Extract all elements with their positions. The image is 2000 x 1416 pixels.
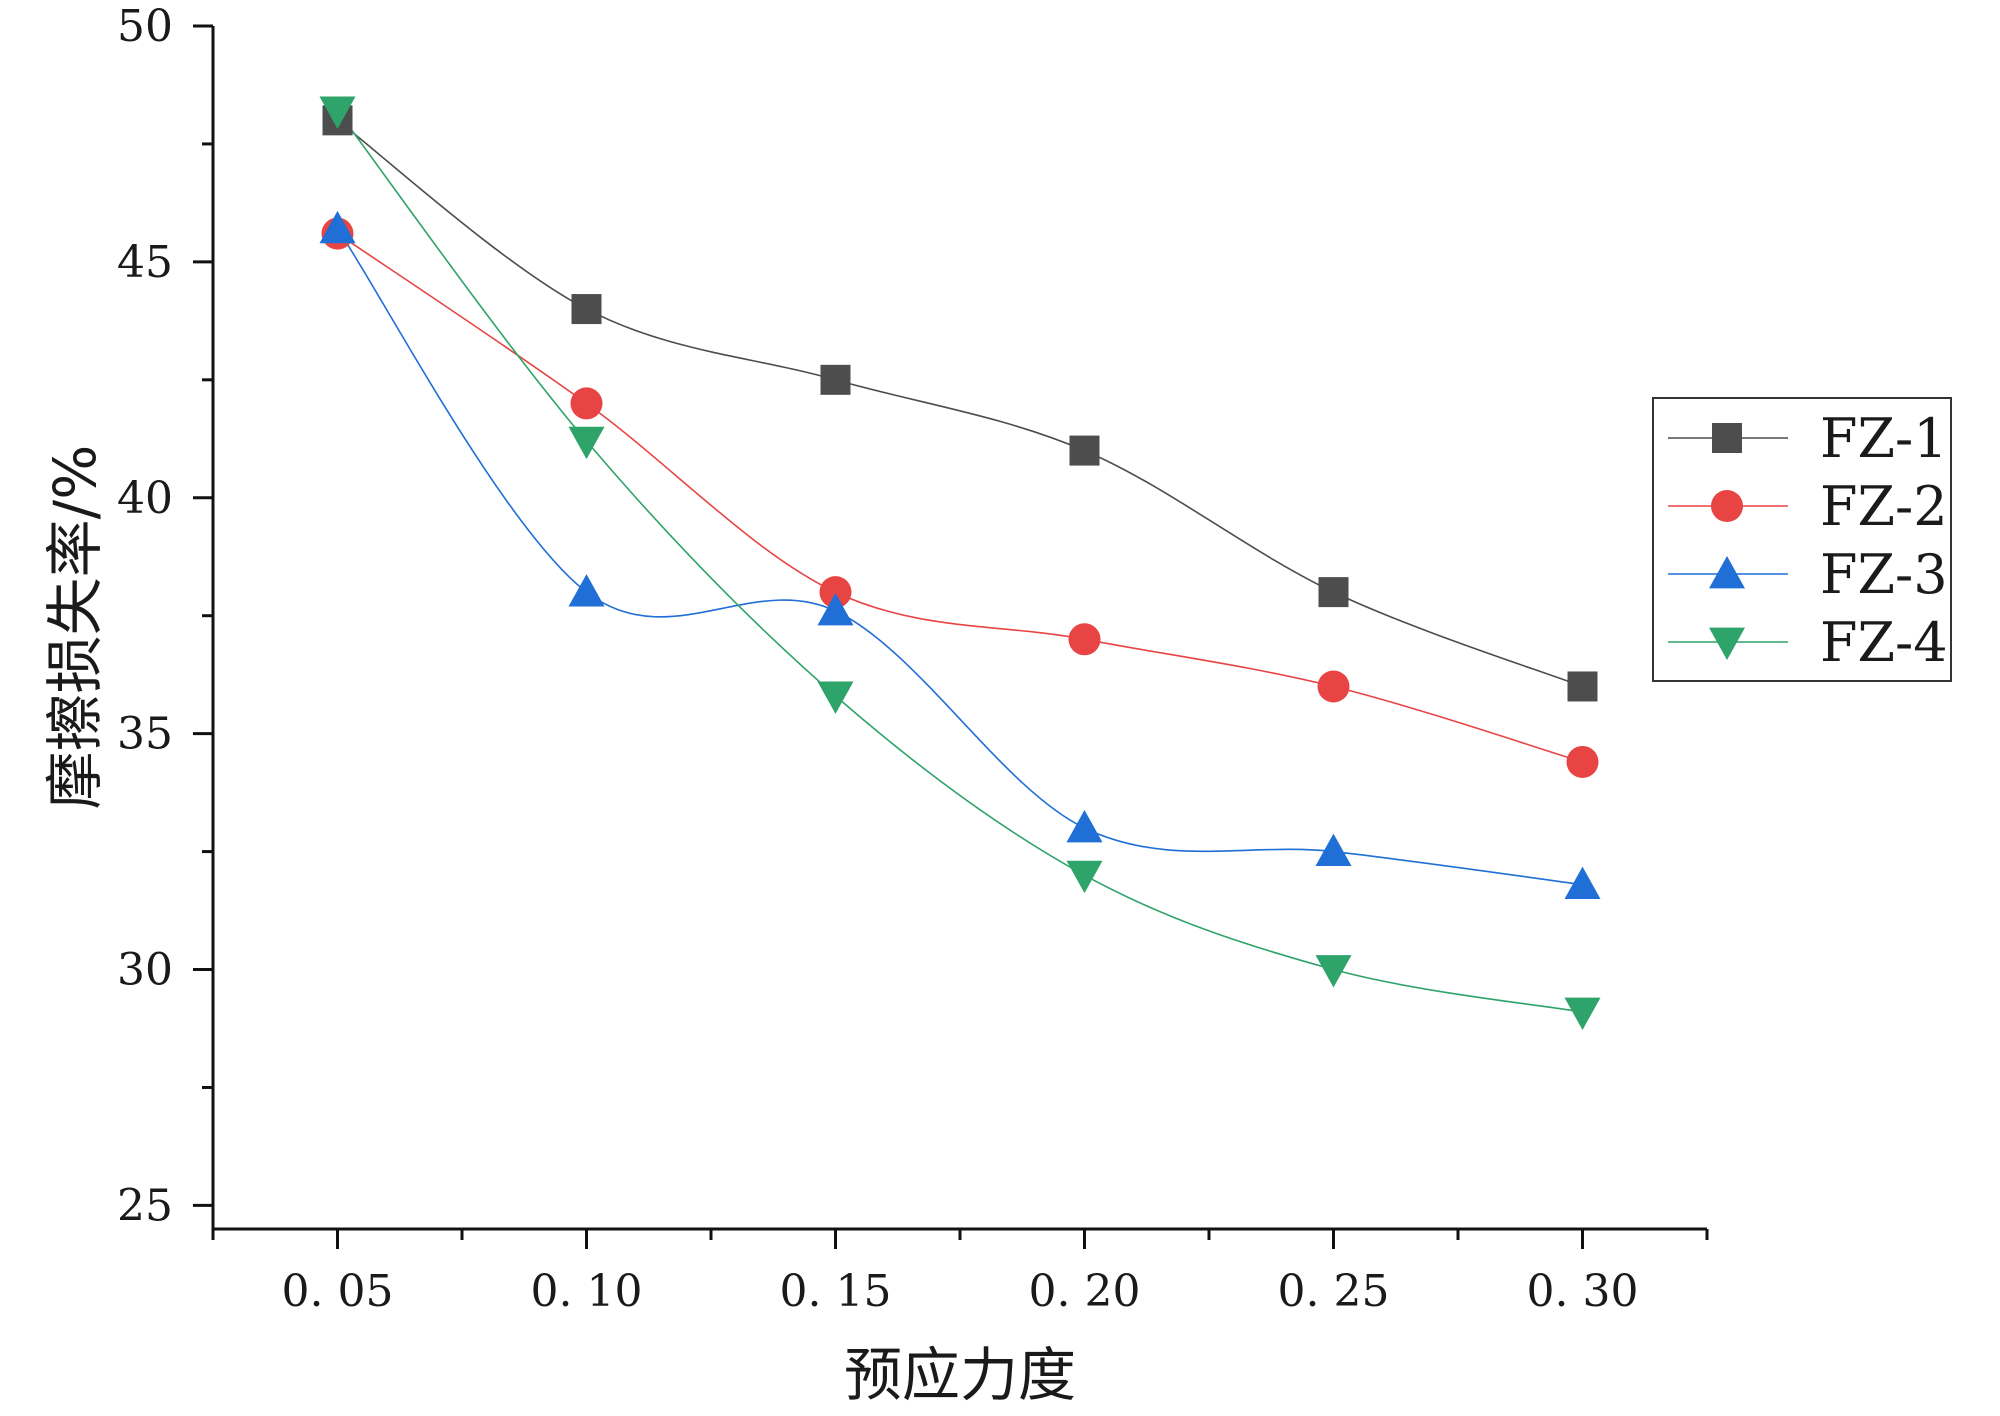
x-tick-label: 0. 15	[780, 1266, 892, 1317]
y-tick-label: 40	[117, 473, 173, 524]
data-point-fz-1	[571, 294, 602, 325]
data-point-fz-1	[820, 364, 851, 395]
series-markers	[319, 96, 1601, 1030]
y-tick-label: 30	[117, 945, 173, 996]
series-line-fz-4	[336, 110, 1583, 1013]
x-tick-label: 0. 30	[1527, 1266, 1639, 1317]
y-tick-label: 35	[117, 709, 173, 760]
y-ticks: 25 30 35 40 45 50	[117, 1, 213, 1231]
data-point-fz-2	[570, 387, 603, 420]
data-point-fz-2	[1068, 623, 1101, 656]
y-tick-label: 50	[117, 1, 173, 52]
data-point-fz-3	[1066, 810, 1103, 843]
y-tick-label: 45	[117, 237, 173, 288]
legend-marker	[1709, 627, 1745, 660]
data-point-fz-2	[1566, 745, 1599, 778]
x-tick-label: 0. 10	[531, 1266, 643, 1317]
legend-box	[1652, 397, 1952, 682]
legend-marker	[1709, 556, 1745, 589]
x-ticks: 0. 05 0. 10 0. 15 0. 20 0. 25 0. 30	[211, 1229, 1709, 1317]
data-point-fz-3	[1315, 833, 1352, 866]
x-axis-title: 预应力度	[844, 1341, 1076, 1409]
y-axis-title: 摩擦损失率/%	[41, 445, 109, 810]
data-point-fz-4	[1066, 860, 1103, 894]
legend-marker	[1712, 423, 1742, 453]
data-point-fz-1	[1318, 577, 1349, 608]
data-point-fz-3	[1564, 866, 1601, 900]
x-tick-label: 0. 25	[1278, 1266, 1390, 1317]
data-point-fz-4	[1315, 955, 1352, 988]
data-point-fz-1	[1567, 671, 1598, 702]
series-line-fz-1	[337, 119, 1583, 688]
data-point-fz-1	[1069, 435, 1100, 466]
data-point-fz-4	[568, 426, 605, 460]
data-point-fz-2	[819, 576, 852, 609]
series-line-fz-3	[336, 228, 1583, 886]
y-tick-label: 25	[117, 1180, 173, 1231]
legend: FZ-1FZ-2FZ-3FZ-4	[1652, 397, 1952, 682]
data-point-fz-4	[319, 96, 356, 129]
series-line-fz-2	[337, 232, 1583, 763]
data-point-fz-4	[817, 681, 854, 714]
x-tick-label: 0. 05	[282, 1266, 394, 1317]
legend-label: FZ-2	[1820, 475, 1948, 538]
data-point-fz-2	[1317, 670, 1350, 703]
legend-label: FZ-4	[1820, 611, 1948, 674]
legend-label: FZ-3	[1820, 543, 1948, 606]
legend-marker	[1711, 490, 1743, 522]
data-point-fz-3	[319, 210, 356, 244]
legend-label: FZ-1	[1820, 407, 1948, 470]
data-point-fz-3	[568, 574, 605, 607]
data-point-fz-3	[817, 592, 854, 626]
axes	[211, 26, 1707, 1231]
series-lines	[336, 110, 1583, 1013]
data-point-fz-4	[1564, 997, 1601, 1030]
x-tick-label: 0. 20	[1029, 1266, 1141, 1317]
